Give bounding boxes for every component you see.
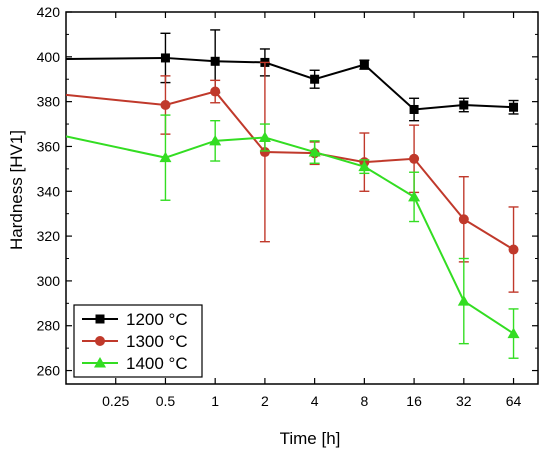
plot-frame [65,11,539,385]
data-point [358,160,371,172]
series-line [66,90,515,251]
y-tick-label: 260 [37,363,61,379]
x-axis-title: Time [h] [280,429,341,448]
data-point [409,104,419,114]
legend-marker [94,357,106,368]
legend-marker [95,314,105,324]
legend-layer: 1200 °C 1300 °C 1400 °C [73,304,203,378]
data-point [409,153,420,164]
legend-marker [95,336,105,346]
data-point [507,327,520,339]
legend-label: 1300 °C [126,332,188,351]
data-point [509,102,519,112]
data-point [160,53,170,63]
x-tick-label: 0.25 [102,393,129,409]
x-tick-label: 0.5 [156,393,176,409]
y-tick-label: 360 [37,138,61,154]
series-line [66,135,515,335]
legend-label: 1200 °C [126,310,188,329]
x-tick-label: 4 [311,393,319,409]
data-point [508,244,519,255]
y-axis-title: Hardness [HV1] [7,130,26,250]
data-point [308,146,321,157]
data-point [259,147,270,158]
y-tick-label: 280 [37,318,61,334]
y-tick-label: 340 [37,183,61,199]
axes-layer: 0.25 0.5 1 2 4 8 16 32 64 260 280 300 320 340 360 380 40… [37,4,539,409]
y-tick-label: 420 [37,4,61,20]
y-tick-label: 400 [37,49,61,65]
data-point [210,86,221,97]
y-tick-label: 380 [37,94,61,110]
y-tick-label: 300 [37,273,61,289]
data-point [210,56,220,66]
y-tick-label: 320 [37,228,61,244]
data-point [458,214,469,225]
x-tick-label: 16 [406,393,422,409]
x-tick-label: 1 [211,393,219,409]
data-point [258,131,271,142]
data-layer [66,29,520,359]
data-point [310,74,320,84]
series-1 [66,61,519,293]
series-0 [66,29,519,122]
x-tick-label: 8 [360,393,368,409]
data-point [359,60,369,70]
x-tick-label: 64 [506,393,522,409]
data-point [209,134,222,146]
data-point [159,151,172,163]
data-point [160,100,171,110]
data-point [457,295,470,306]
series-2 [66,114,520,359]
x-tick-label: 2 [261,393,269,409]
legend-label: 1400 °C [126,354,188,373]
x-tick-label: 32 [456,393,472,409]
data-point [408,190,421,202]
data-point [459,100,469,110]
